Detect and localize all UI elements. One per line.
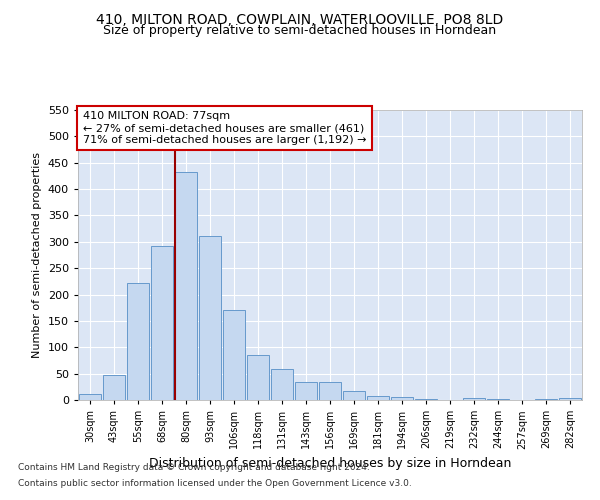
Bar <box>151 246 173 400</box>
X-axis label: Distribution of semi-detached houses by size in Horndean: Distribution of semi-detached houses by … <box>149 457 511 470</box>
Bar <box>127 283 149 400</box>
Bar <box>295 382 317 400</box>
Bar <box>367 396 389 400</box>
Bar <box>559 398 581 400</box>
Text: Contains HM Land Registry data © Crown copyright and database right 2024.: Contains HM Land Registry data © Crown c… <box>18 464 370 472</box>
Bar <box>535 399 557 400</box>
Text: 410 MILTON ROAD: 77sqm
← 27% of semi-detached houses are smaller (461)
71% of se: 410 MILTON ROAD: 77sqm ← 27% of semi-det… <box>83 112 367 144</box>
Text: 410, MILTON ROAD, COWPLAIN, WATERLOOVILLE, PO8 8LD: 410, MILTON ROAD, COWPLAIN, WATERLOOVILL… <box>97 12 503 26</box>
Bar <box>343 391 365 400</box>
Bar <box>463 398 485 400</box>
Y-axis label: Number of semi-detached properties: Number of semi-detached properties <box>32 152 42 358</box>
Bar <box>271 370 293 400</box>
Bar <box>199 236 221 400</box>
Bar <box>175 172 197 400</box>
Bar <box>247 355 269 400</box>
Text: Contains public sector information licensed under the Open Government Licence v3: Contains public sector information licen… <box>18 478 412 488</box>
Bar <box>79 394 101 400</box>
Text: Size of property relative to semi-detached houses in Horndean: Size of property relative to semi-detach… <box>103 24 497 37</box>
Bar <box>103 374 125 400</box>
Bar <box>319 382 341 400</box>
Bar <box>391 398 413 400</box>
Bar <box>223 310 245 400</box>
